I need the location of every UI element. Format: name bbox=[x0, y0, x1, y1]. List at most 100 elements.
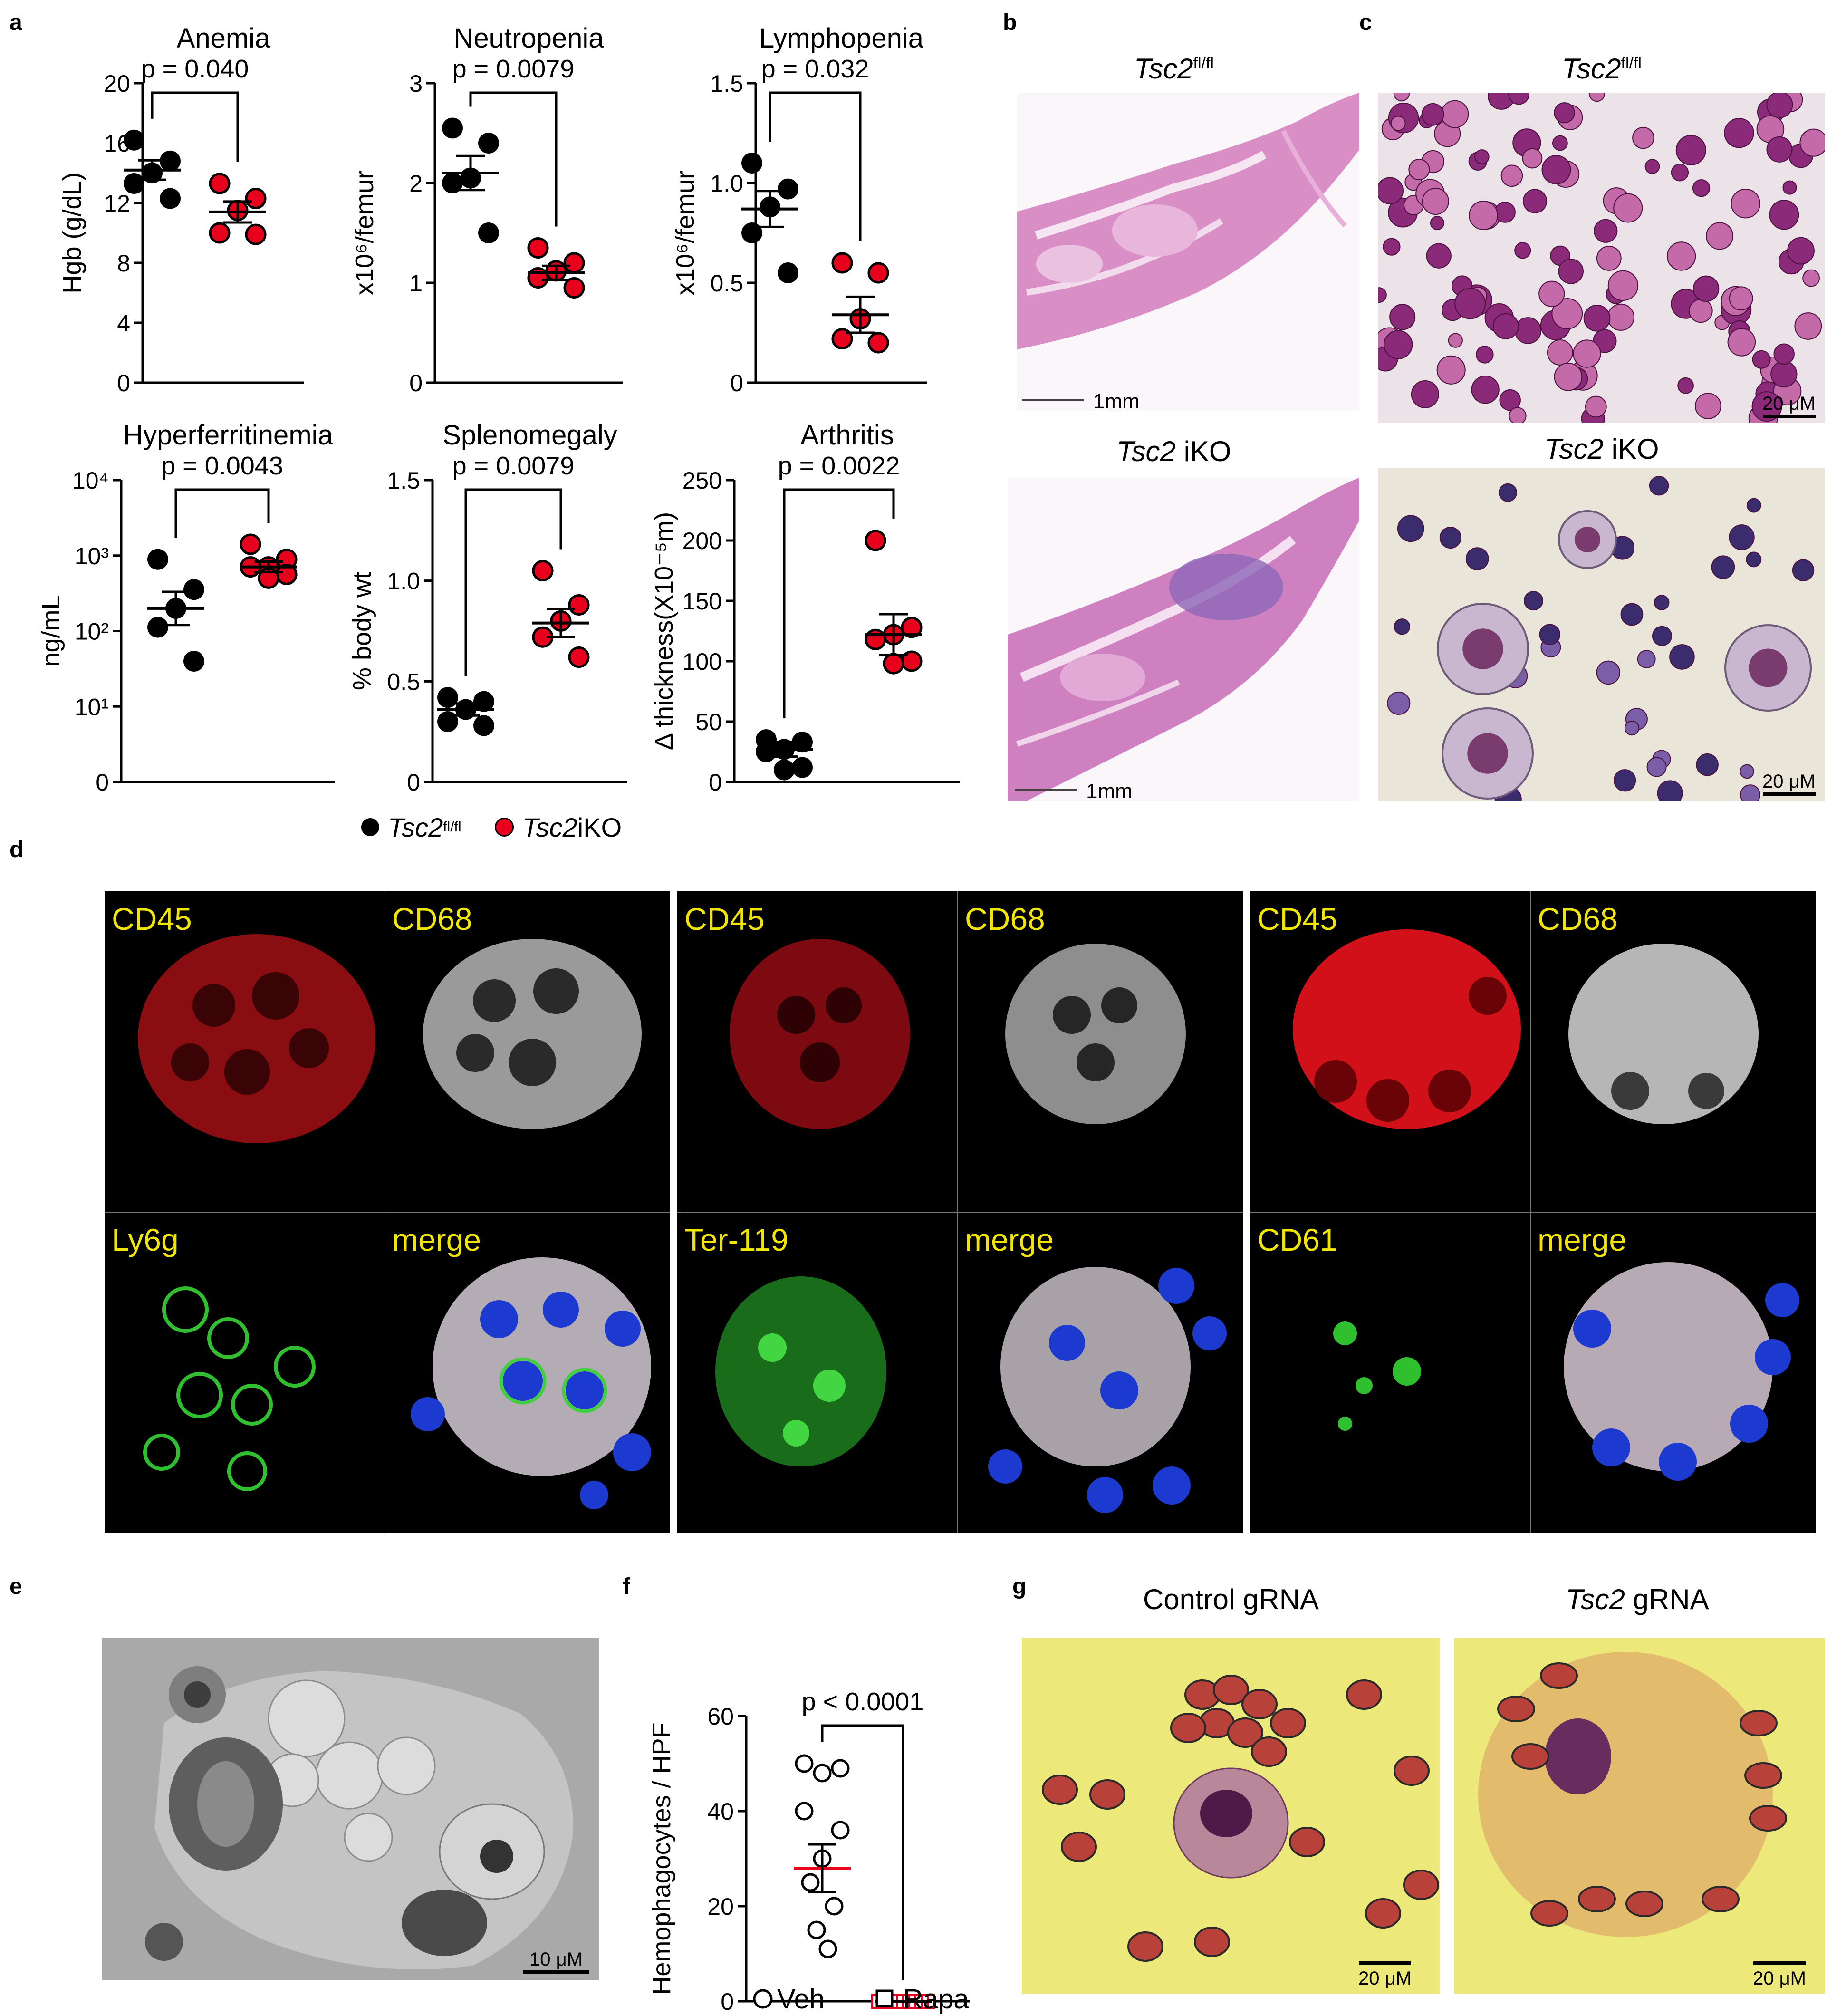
y-tick-label: 0.5 bbox=[387, 668, 420, 695]
cell-shape bbox=[1802, 269, 1820, 287]
rbc-shape bbox=[1089, 1779, 1125, 1810]
cell-shape bbox=[1649, 476, 1669, 496]
cell-shape bbox=[1411, 380, 1439, 408]
cell-shape bbox=[1439, 527, 1461, 549]
panel-c-bottom-suffix: iKO bbox=[1603, 433, 1659, 465]
cell-shape bbox=[1632, 126, 1654, 149]
panel-label-c: c bbox=[1359, 10, 1372, 35]
he-scalebar-ko: 1mm bbox=[1015, 780, 1133, 803]
he-scalebar-wt: 1mm bbox=[1022, 390, 1140, 414]
if-label-g3-br: merge bbox=[1538, 1222, 1627, 1257]
cell-shape bbox=[1499, 483, 1517, 502]
cell-shape bbox=[1441, 100, 1469, 128]
data-point-wt bbox=[774, 759, 795, 781]
if-label-g2-bl: Ter-119 bbox=[684, 1222, 788, 1257]
data-point-wt bbox=[160, 188, 181, 209]
cell-shape bbox=[1637, 650, 1656, 668]
engulfed-cell-shape bbox=[1462, 628, 1503, 669]
legend-ko-text: Tsc2 bbox=[522, 812, 577, 842]
cell-shape bbox=[1799, 128, 1825, 157]
cell-shape bbox=[1620, 603, 1644, 626]
data-point-ko bbox=[901, 617, 923, 638]
y-tick-label: 20 bbox=[707, 1893, 734, 1920]
he-image-wt-drawing bbox=[1017, 93, 1359, 349]
panel-b-top-sup: fl/fl bbox=[1193, 54, 1214, 72]
if-label-g1-tr: CD68 bbox=[392, 901, 472, 936]
engulfed-rbc-shape bbox=[1744, 1762, 1782, 1789]
y-axis-label: Δ thickness(X10⁻⁵m) bbox=[650, 512, 678, 750]
data-point-wt bbox=[442, 117, 463, 139]
data-point-ko bbox=[831, 252, 853, 274]
cell-shape bbox=[1389, 304, 1416, 330]
if-label-g2-br: merge bbox=[965, 1222, 1054, 1257]
y-axis-label: % body wt bbox=[348, 572, 376, 690]
engulfed-rbc-shape bbox=[1511, 1743, 1549, 1770]
panel-label-g: g bbox=[1012, 1574, 1027, 1599]
rbc-shape bbox=[1403, 1870, 1439, 1900]
y-tick-label: 10² bbox=[75, 618, 109, 645]
cell-shape bbox=[1514, 317, 1542, 344]
cell-shape bbox=[1422, 188, 1449, 215]
y-tick-label: 50 bbox=[695, 709, 722, 735]
y-tick-label: 10⁴ bbox=[72, 467, 109, 494]
chart-title: Hyperferritinemia bbox=[123, 420, 333, 451]
em-image-drawing bbox=[145, 1666, 573, 1970]
cell-shape bbox=[1508, 93, 1530, 105]
cell-shape bbox=[1766, 93, 1793, 118]
cell-shape bbox=[1524, 591, 1543, 611]
cell-shape bbox=[1731, 189, 1760, 219]
panel-label-a: a bbox=[10, 10, 22, 35]
rbc-shape bbox=[1270, 1708, 1306, 1738]
rbc-shape bbox=[1213, 1675, 1249, 1705]
cell-shape bbox=[1522, 189, 1548, 213]
cell-shape bbox=[1426, 243, 1452, 269]
rbc-shape bbox=[1394, 1756, 1430, 1786]
data-point-ko bbox=[568, 646, 590, 668]
giemsa-control-scale-label: 20 μM bbox=[1358, 1968, 1412, 1989]
cell-shape bbox=[1387, 691, 1411, 715]
rbc-shape bbox=[1227, 1717, 1263, 1748]
cell-shape bbox=[1558, 259, 1584, 284]
y-tick-label: 4 bbox=[117, 310, 130, 337]
cell-shape bbox=[1448, 333, 1463, 348]
y-tick-label: 250 bbox=[683, 467, 722, 494]
cell-shape bbox=[1476, 346, 1494, 364]
data-point-wt bbox=[473, 715, 494, 736]
y-tick-label: 0 bbox=[730, 370, 743, 396]
cell-shape bbox=[1500, 164, 1523, 187]
engulfed-cell-shape bbox=[1749, 648, 1788, 687]
if-label-g3-bl: CD61 bbox=[1257, 1222, 1337, 1257]
if-group-1 bbox=[105, 891, 670, 1533]
cell-shape bbox=[1421, 103, 1444, 126]
chart-title: Lymphopenia bbox=[759, 23, 924, 54]
y-tick-label: 2 bbox=[409, 170, 423, 197]
rbc-shape bbox=[1042, 1775, 1078, 1805]
chart-6: 0 20 40 60 Hemophagocytes / HPF p < 0.0001 Veh… bbox=[647, 1688, 970, 2015]
cell-shape bbox=[1397, 515, 1424, 542]
if-group-3-drawing bbox=[1250, 891, 1816, 1533]
y-tick-label: 1 bbox=[409, 270, 423, 297]
data-point-ko bbox=[245, 223, 267, 245]
cell-shape bbox=[1585, 395, 1607, 418]
cytospin-image-wt: 20 μM bbox=[1378, 93, 1825, 423]
cell-shape bbox=[1607, 303, 1634, 331]
y-axis-label: Hemophagocytes / HPF bbox=[647, 1722, 676, 1995]
panel-g-right-suffix: gRNA bbox=[1625, 1583, 1709, 1615]
cytospin-image-wt-drawing bbox=[1378, 93, 1825, 423]
if-label-g3-tl: CD45 bbox=[1257, 901, 1337, 936]
panel-label-f: f bbox=[623, 1574, 630, 1599]
y-tick-label: 60 bbox=[707, 1703, 734, 1730]
legend-ko-suffix: iKO bbox=[577, 812, 622, 842]
cell-shape bbox=[1471, 376, 1500, 404]
if-group-1-drawing bbox=[105, 891, 670, 1533]
data-point-ko bbox=[527, 267, 549, 289]
data-point-veh bbox=[795, 1802, 814, 1821]
data-point-veh bbox=[831, 1759, 850, 1778]
cell-shape bbox=[1769, 200, 1799, 230]
p-value-label: p = 0.0043 bbox=[161, 452, 283, 480]
cell-shape bbox=[1654, 595, 1670, 610]
data-point-ko bbox=[867, 262, 889, 284]
